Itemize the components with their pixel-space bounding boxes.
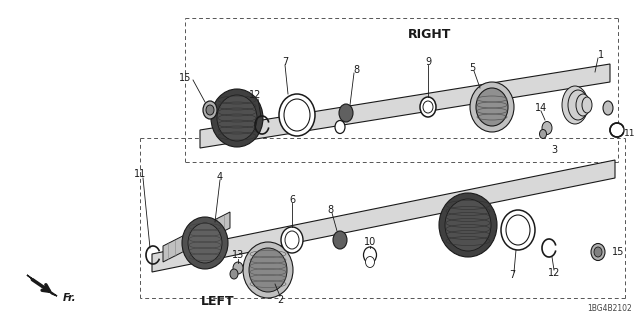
Ellipse shape bbox=[211, 89, 263, 147]
Ellipse shape bbox=[445, 199, 491, 251]
Ellipse shape bbox=[206, 105, 214, 115]
Text: 1BG4B2102: 1BG4B2102 bbox=[588, 304, 632, 313]
Ellipse shape bbox=[364, 247, 376, 263]
Circle shape bbox=[610, 123, 624, 137]
Text: 5: 5 bbox=[469, 63, 475, 73]
Text: 10: 10 bbox=[364, 237, 376, 247]
Ellipse shape bbox=[285, 231, 299, 249]
Ellipse shape bbox=[217, 95, 257, 141]
Ellipse shape bbox=[284, 99, 310, 131]
Text: 15: 15 bbox=[612, 247, 625, 257]
Ellipse shape bbox=[182, 217, 228, 269]
Text: LEFT: LEFT bbox=[201, 295, 235, 308]
Text: RIGHT: RIGHT bbox=[408, 28, 452, 41]
Text: 6: 6 bbox=[289, 195, 295, 205]
Ellipse shape bbox=[188, 223, 222, 263]
Text: 11: 11 bbox=[134, 169, 146, 179]
Text: 8: 8 bbox=[353, 65, 359, 75]
Text: 1: 1 bbox=[598, 50, 604, 60]
Ellipse shape bbox=[591, 244, 605, 260]
Ellipse shape bbox=[243, 242, 293, 298]
Ellipse shape bbox=[335, 121, 345, 133]
Ellipse shape bbox=[562, 86, 588, 124]
Text: 11: 11 bbox=[624, 129, 636, 138]
Ellipse shape bbox=[476, 88, 508, 126]
Ellipse shape bbox=[439, 193, 497, 257]
Text: Fr.: Fr. bbox=[63, 293, 77, 303]
Ellipse shape bbox=[203, 101, 217, 119]
Text: 14: 14 bbox=[535, 103, 547, 113]
Ellipse shape bbox=[568, 90, 588, 120]
Text: 12: 12 bbox=[548, 268, 560, 278]
Text: 12: 12 bbox=[249, 90, 261, 100]
Ellipse shape bbox=[542, 122, 552, 134]
Polygon shape bbox=[27, 275, 57, 296]
Polygon shape bbox=[200, 64, 610, 148]
Ellipse shape bbox=[501, 210, 535, 250]
Ellipse shape bbox=[339, 104, 353, 122]
Ellipse shape bbox=[249, 248, 287, 292]
Text: 7: 7 bbox=[282, 57, 288, 67]
Ellipse shape bbox=[540, 130, 547, 139]
Ellipse shape bbox=[576, 94, 590, 116]
Polygon shape bbox=[152, 160, 615, 272]
Ellipse shape bbox=[279, 94, 315, 136]
Ellipse shape bbox=[230, 269, 238, 279]
Text: 8: 8 bbox=[327, 205, 333, 215]
Ellipse shape bbox=[281, 227, 303, 253]
Ellipse shape bbox=[506, 215, 530, 245]
Ellipse shape bbox=[333, 231, 347, 249]
Text: 9: 9 bbox=[425, 57, 431, 67]
Text: 2: 2 bbox=[277, 295, 283, 305]
Text: 7: 7 bbox=[509, 270, 515, 280]
Text: 15: 15 bbox=[179, 73, 191, 83]
Ellipse shape bbox=[233, 262, 243, 274]
Ellipse shape bbox=[423, 101, 433, 113]
Text: 4: 4 bbox=[217, 172, 223, 182]
Ellipse shape bbox=[365, 257, 374, 268]
Ellipse shape bbox=[582, 97, 592, 113]
Ellipse shape bbox=[594, 247, 602, 257]
Text: 3: 3 bbox=[551, 145, 557, 155]
Text: 13: 13 bbox=[232, 250, 244, 260]
Polygon shape bbox=[163, 212, 230, 262]
Ellipse shape bbox=[470, 82, 514, 132]
Ellipse shape bbox=[603, 101, 613, 115]
Ellipse shape bbox=[420, 97, 436, 117]
